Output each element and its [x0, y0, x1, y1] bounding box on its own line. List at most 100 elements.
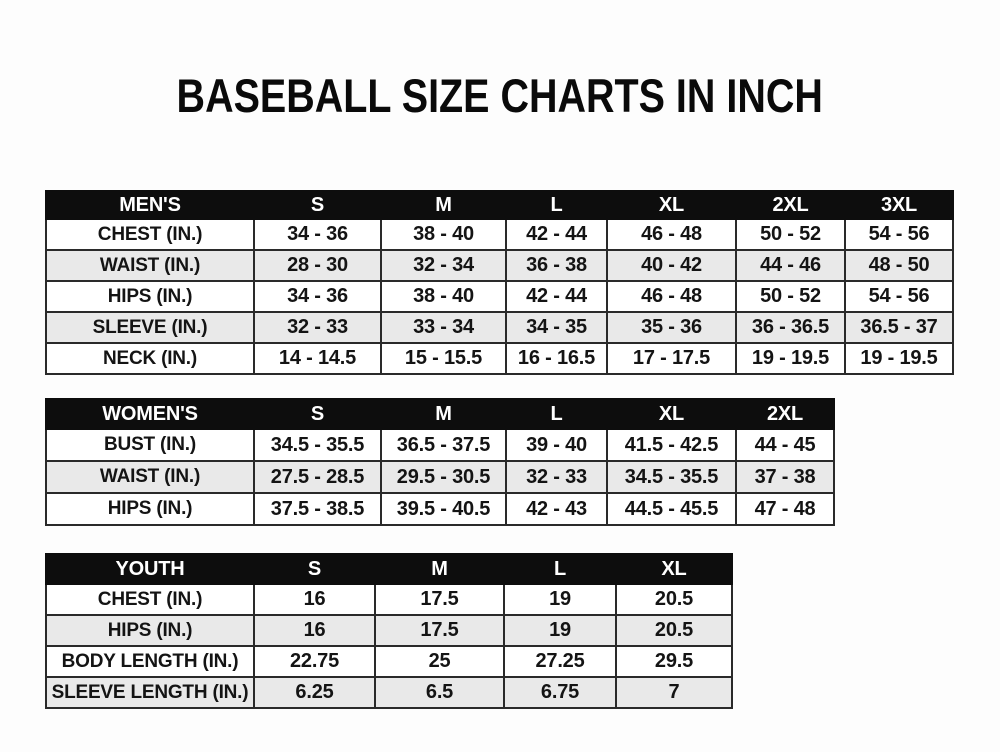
table-row: HIPS (IN.) 34 - 36 38 - 40 42 - 44 46 - 48 50… [45, 280, 954, 313]
size-value: 6.75 [503, 676, 617, 709]
size-value: 42 - 44 [505, 280, 608, 313]
size-value: 36 - 38 [505, 249, 608, 282]
size-value: 54 - 56 [844, 218, 954, 251]
size-column-header: XL [606, 190, 737, 220]
table-title-cell: MEN'S [45, 190, 255, 220]
mens-size-table: MEN'S S M L XL 2XL 3XL CHEST (IN.) 34 - 36 38 - … [45, 190, 954, 375]
size-value: 39 - 40 [505, 428, 608, 462]
size-value: 40 - 42 [606, 249, 737, 282]
size-value: 19 - 19.5 [735, 342, 846, 375]
table-row: SLEEVE (IN.) 32 - 33 33 - 34 34 - 35 35 - 36… [45, 311, 954, 344]
size-value: 44 - 45 [735, 428, 835, 462]
size-value: 46 - 48 [606, 280, 737, 313]
size-column-header: 2XL [735, 398, 835, 430]
table-row: WAIST (IN.) 28 - 30 32 - 34 36 - 38 40 - 42 4… [45, 249, 954, 282]
size-value: 17.5 [374, 583, 505, 616]
size-value: 36.5 - 37.5 [380, 428, 507, 462]
size-value: 42 - 44 [505, 218, 608, 251]
size-value: 48 - 50 [844, 249, 954, 282]
table-row: HIPS (IN.) 16 17.5 19 20.5 [45, 614, 733, 647]
size-value: 16 - 16.5 [505, 342, 608, 375]
table-row: BODY LENGTH (IN.) 22.75 25 27.25 29.5 [45, 645, 733, 678]
row-label: HIPS (IN.) [45, 492, 255, 526]
size-column-header: S [253, 398, 382, 430]
size-value: 20.5 [615, 583, 733, 616]
size-value: 44.5 - 45.5 [606, 492, 737, 526]
table-title-cell: WOMEN'S [45, 398, 255, 430]
size-value: 19 [503, 583, 617, 616]
size-column-header: 3XL [844, 190, 954, 220]
womens-header-row: WOMEN'S S M L XL 2XL [45, 398, 835, 430]
youth-size-table: YOUTH S M L XL CHEST (IN.) 16 17.5 19 20.5 HIPS (… [45, 553, 733, 709]
table-row: WAIST (IN.) 27.5 - 28.5 29.5 - 30.5 32 - 33… [45, 460, 835, 494]
size-value: 19 - 19.5 [844, 342, 954, 375]
size-value: 47 - 48 [735, 492, 835, 526]
size-value: 14 - 14.5 [253, 342, 382, 375]
table-row: NECK (IN.) 14 - 14.5 15 - 15.5 16 - 16.5 17 … [45, 342, 954, 375]
size-column-header: XL [606, 398, 737, 430]
size-column-header: S [253, 190, 382, 220]
size-value: 27.25 [503, 645, 617, 678]
size-value: 32 - 33 [505, 460, 608, 494]
table-title-cell: YOUTH [45, 553, 255, 585]
youth-header-row: YOUTH S M L XL [45, 553, 733, 585]
size-value: 20.5 [615, 614, 733, 647]
table-row: CHEST (IN.) 34 - 36 38 - 40 42 - 44 46 - 48 5… [45, 218, 954, 251]
size-value: 33 - 34 [380, 311, 507, 344]
mens-header-row: MEN'S S M L XL 2XL 3XL [45, 190, 954, 220]
size-value: 34 - 36 [253, 280, 382, 313]
row-label: SLEEVE LENGTH (IN.) [45, 676, 255, 709]
size-column-header: M [380, 398, 507, 430]
size-value: 32 - 33 [253, 311, 382, 344]
size-value: 29.5 [615, 645, 733, 678]
row-label: CHEST (IN.) [45, 218, 255, 251]
size-column-header: L [503, 553, 617, 585]
size-value: 38 - 40 [380, 218, 507, 251]
size-column-header: M [380, 190, 507, 220]
size-value: 46 - 48 [606, 218, 737, 251]
size-value: 36 - 36.5 [735, 311, 846, 344]
size-value: 42 - 43 [505, 492, 608, 526]
size-value: 32 - 34 [380, 249, 507, 282]
size-value: 22.75 [253, 645, 376, 678]
size-value: 25 [374, 645, 505, 678]
row-label: HIPS (IN.) [45, 614, 255, 647]
size-value: 54 - 56 [844, 280, 954, 313]
size-value: 17 - 17.5 [606, 342, 737, 375]
row-label: BODY LENGTH (IN.) [45, 645, 255, 678]
size-value: 7 [615, 676, 733, 709]
size-value: 35 - 36 [606, 311, 737, 344]
row-label: WAIST (IN.) [45, 460, 255, 494]
size-value: 39.5 - 40.5 [380, 492, 507, 526]
size-value: 37 - 38 [735, 460, 835, 494]
size-value: 17.5 [374, 614, 505, 647]
size-value: 16 [253, 614, 376, 647]
row-label: NECK (IN.) [45, 342, 255, 375]
row-label: CHEST (IN.) [45, 583, 255, 616]
table-row: HIPS (IN.) 37.5 - 38.5 39.5 - 40.5 42 - 43 4… [45, 492, 835, 526]
size-column-header: XL [615, 553, 733, 585]
size-value: 50 - 52 [735, 218, 846, 251]
row-label: HIPS (IN.) [45, 280, 255, 313]
size-column-header: M [374, 553, 505, 585]
table-row: SLEEVE LENGTH (IN.) 6.25 6.5 6.75 7 [45, 676, 733, 709]
size-value: 37.5 - 38.5 [253, 492, 382, 526]
size-value: 34 - 35 [505, 311, 608, 344]
size-column-header: 2XL [735, 190, 846, 220]
table-row: CHEST (IN.) 16 17.5 19 20.5 [45, 583, 733, 616]
size-value: 34 - 36 [253, 218, 382, 251]
size-value: 19 [503, 614, 617, 647]
page-title: BASEBALL SIZE CHARTS IN INCH [176, 69, 824, 122]
size-column-header: S [253, 553, 376, 585]
size-value: 38 - 40 [380, 280, 507, 313]
size-value: 36.5 - 37 [844, 311, 954, 344]
size-column-header: L [505, 190, 608, 220]
size-value: 16 [253, 583, 376, 616]
size-value: 50 - 52 [735, 280, 846, 313]
size-value: 41.5 - 42.5 [606, 428, 737, 462]
row-label: BUST (IN.) [45, 428, 255, 462]
size-value: 29.5 - 30.5 [380, 460, 507, 494]
size-value: 15 - 15.5 [380, 342, 507, 375]
size-value: 34.5 - 35.5 [606, 460, 737, 494]
